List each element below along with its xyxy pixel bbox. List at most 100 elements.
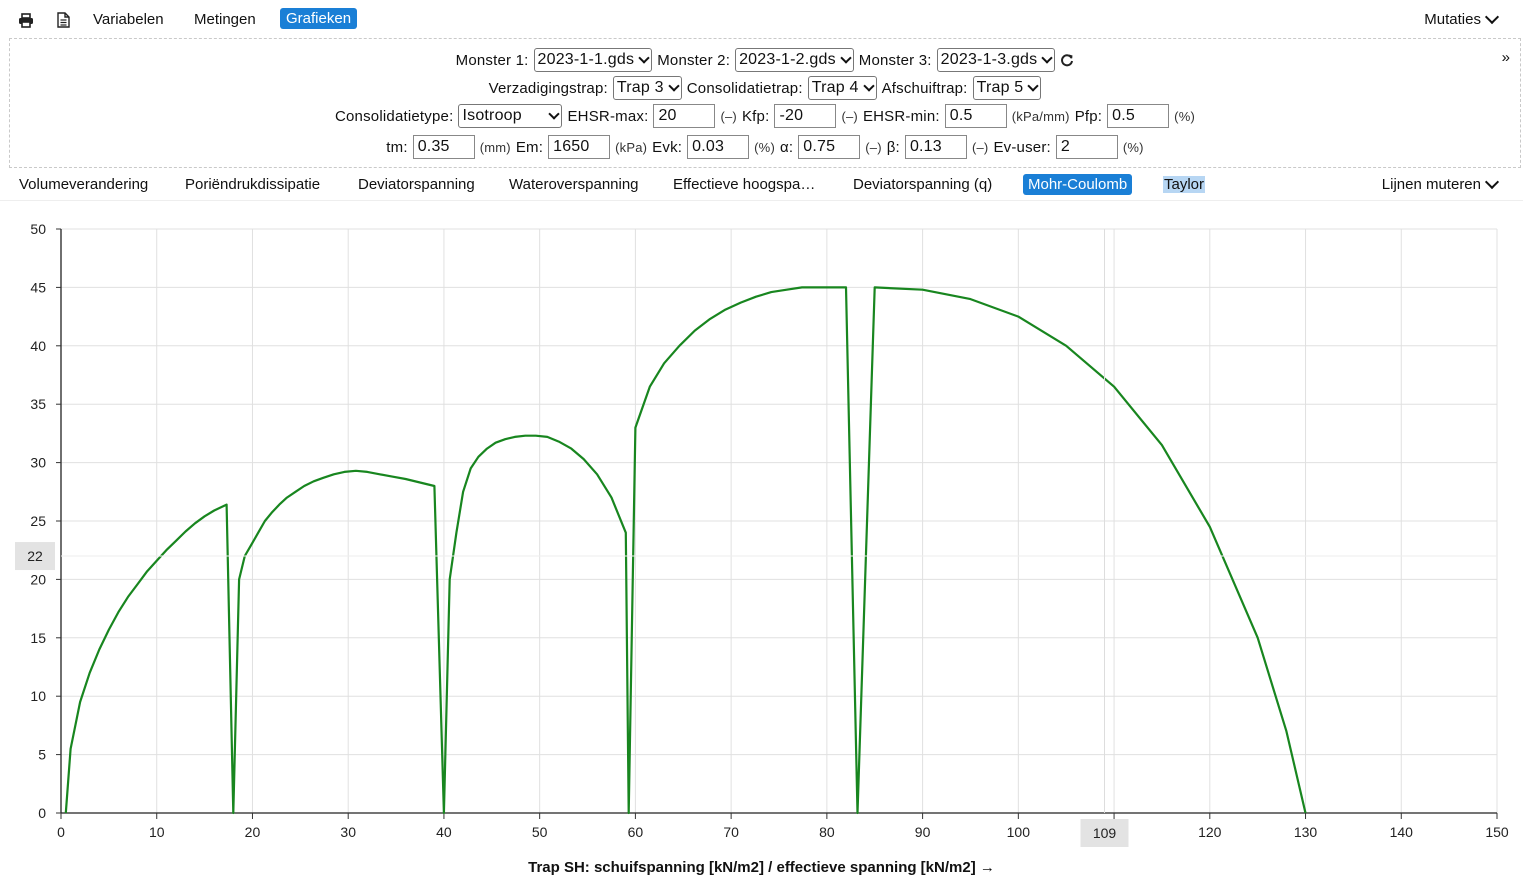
monster3-value: 2023-1-3.gds	[940, 51, 1038, 68]
x-tick-label: 90	[915, 824, 931, 840]
beta-input[interactable]: 0.13	[904, 135, 967, 159]
evuser-label: Ev-user:	[993, 138, 1051, 156]
beta-unit: (–)	[971, 139, 989, 155]
x-tick-label: 40	[436, 824, 452, 840]
chevron-down-icon	[862, 80, 875, 92]
printer-icon[interactable]	[16, 10, 36, 30]
consolidatie-params-row: Consolidatietype: Isotroop EHSR-max: 20 …	[10, 104, 1520, 128]
x-tick-label: 80	[819, 824, 835, 840]
y-tick-label: 35	[30, 396, 46, 412]
crosshair-y-badge	[15, 542, 55, 571]
chevron-down-icon	[1041, 52, 1054, 64]
evk-unit: (%)	[754, 139, 775, 155]
tm-input[interactable]: 0.35	[412, 135, 475, 159]
y-tick-label: 25	[30, 513, 46, 529]
nav-grafieken[interactable]: Grafieken	[280, 8, 358, 29]
y-tick-label: 30	[30, 455, 46, 471]
alpha-label: α:	[779, 138, 794, 156]
x-tick-label: 150	[1485, 824, 1509, 840]
crosshair: 22 109	[15, 229, 1497, 847]
em-input[interactable]: 1650	[548, 135, 611, 159]
afschuif-label: Afschuiftrap:	[881, 79, 968, 97]
mutaties-dropdown[interactable]: Mutaties	[1424, 9, 1500, 28]
pfp-input[interactable]: 0.5	[1107, 104, 1170, 128]
consolidatie-label: Consolidatietrap:	[686, 79, 803, 97]
x-tick-label: 20	[245, 824, 261, 840]
evuser-input[interactable]: 2	[1055, 135, 1118, 159]
refresh-icon[interactable]	[1060, 53, 1074, 67]
monster2-value: 2023-1-2.gds	[739, 51, 836, 68]
crosshair-x-label: 109	[1093, 825, 1117, 841]
trap-row: Verzadigingstrap: Trap 3 Consolidatietra…	[10, 76, 1520, 100]
verzadiging-label: Verzadigingstrap:	[488, 79, 608, 97]
x-tick-label: 120	[1198, 824, 1222, 840]
y-tick-label: 50	[30, 221, 46, 237]
tab-porienddrukdissipatie[interactable]: Poriëndrukdissipatie	[185, 176, 321, 193]
x-tick-label: 60	[628, 824, 644, 840]
monster3-select[interactable]: 2023-1-3.gds	[936, 48, 1056, 72]
kfp-label: Kfp:	[741, 107, 770, 125]
monster1-select[interactable]: 2023-1-1.gds	[533, 48, 653, 72]
chevron-down-icon	[1027, 80, 1040, 92]
collapse-button[interactable]: »	[1501, 49, 1510, 66]
chart-series	[64, 286, 1307, 815]
evuser-unit: (%)	[1122, 139, 1144, 155]
tab-taylor[interactable]: Taylor	[1163, 176, 1206, 193]
nav-variabelen[interactable]: Variabelen	[93, 11, 164, 28]
monster2-select[interactable]: 2023-1-2.gds	[735, 48, 854, 72]
tm-label: tm:	[386, 138, 408, 156]
y-tick-label: 45	[30, 279, 46, 295]
kfp-input[interactable]: -20	[774, 104, 837, 128]
em-label: Em:	[515, 138, 544, 156]
tab-effectieve-hoogspanning[interactable]: Effectieve hoogspa…	[673, 176, 816, 193]
y-tick-label: 15	[30, 630, 46, 646]
chart-grid	[60, 228, 1498, 814]
x-tick-label: 100	[1007, 824, 1031, 840]
chevron-down-icon	[668, 80, 680, 92]
ehsrmax-unit: (–)	[720, 108, 737, 124]
parameter-panel: » Monster 1: 2023-1-1.gds Monster 2: 202…	[9, 38, 1521, 168]
afschuif-value: Trap 5	[976, 79, 1024, 96]
monster1-label: Monster 1:	[455, 51, 529, 69]
ehsrmin-input[interactable]: 0.5	[944, 104, 1007, 128]
top-toolbar: Variabelen Metingen Grafieken Mutaties	[0, 0, 1523, 40]
y-tick-label: 40	[30, 338, 46, 354]
nav-metingen[interactable]: Metingen	[194, 11, 256, 28]
consolidatie-value: Trap 4	[811, 79, 859, 96]
chevron-down-icon	[548, 108, 561, 120]
verzadiging-select[interactable]: Trap 3	[612, 76, 682, 100]
alpha-input[interactable]: 0.75	[798, 135, 861, 159]
consolidatie-select[interactable]: Trap 4	[807, 76, 877, 100]
tab-wateroverspanning[interactable]: Wateroverspanning	[509, 176, 639, 193]
monster2-label: Monster 2:	[657, 51, 731, 69]
y-tick-label: 10	[30, 688, 46, 704]
mutaties-label: Mutaties	[1424, 11, 1481, 28]
consolidatietype-value: Isotroop	[462, 107, 522, 124]
evk-input[interactable]: 0.03	[687, 135, 750, 159]
tab-volumeverandering[interactable]: Volumeverandering	[19, 176, 149, 193]
monster1-value: 2023-1-1.gds	[537, 51, 635, 68]
ehsrmax-input[interactable]: 20	[653, 104, 716, 128]
x-tick-label: 140	[1390, 824, 1414, 840]
verzadiging-value: Trap 3	[616, 79, 664, 96]
x-tick-label: 70	[723, 824, 739, 840]
x-tick-label: 10	[149, 824, 165, 840]
consolidatietype-select[interactable]: Isotroop	[458, 104, 563, 128]
alpha-unit: (–)	[865, 139, 882, 155]
chevron-down-icon	[1484, 174, 1500, 190]
kfp-unit: (–)	[841, 108, 858, 124]
monster-row: Monster 1: 2023-1-1.gds Monster 2: 2023-…	[10, 48, 1520, 72]
document-icon[interactable]	[53, 10, 73, 30]
x-axis-label: Trap SH: schuifspanning [kN/m2] / effect…	[528, 859, 995, 876]
tab-deviatorspanning-q[interactable]: Deviatorspanning (q)	[853, 176, 993, 193]
tab-deviatorspanning[interactable]: Deviatorspanning	[358, 176, 475, 193]
afschuif-select[interactable]: Trap 5	[972, 76, 1042, 100]
x-tick-label: 50	[532, 824, 548, 840]
lijnen-muteren-dropdown[interactable]: Lijnen muteren	[1381, 174, 1500, 193]
chart-tabs: Volumeverandering Poriëndrukdissipatie D…	[0, 172, 1523, 201]
ehsrmax-label: EHSR-max:	[567, 107, 649, 125]
tab-mohr-coulomb[interactable]: Mohr-Coulomb	[1023, 174, 1133, 195]
lijnen-muteren-label: Lijnen muteren	[1381, 176, 1481, 193]
mohr-coulomb-chart[interactable]: 0102030405060708090100110120130140150051…	[0, 205, 1523, 855]
evk-label: Evk:	[652, 138, 683, 156]
